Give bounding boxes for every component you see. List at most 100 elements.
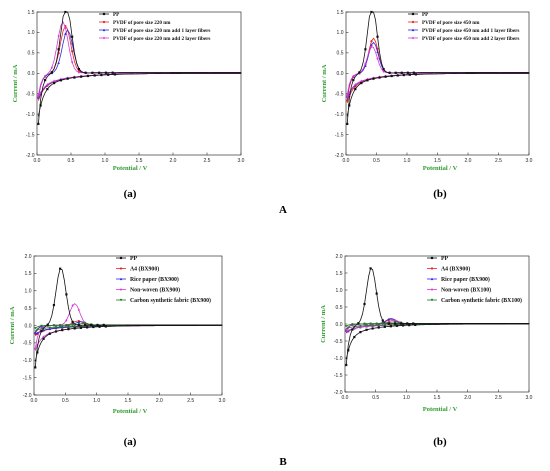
data-point xyxy=(65,293,68,296)
data-point xyxy=(357,322,360,325)
legend-marker xyxy=(411,12,415,16)
data-point xyxy=(65,318,68,322)
panel-label: (a) xyxy=(124,188,137,200)
data-point xyxy=(77,67,80,71)
x-tick-label: 2.0 xyxy=(465,158,472,164)
legend-marker xyxy=(119,256,123,260)
data-point xyxy=(390,74,393,78)
x-axis-title: Potential / V xyxy=(423,406,458,413)
data-point xyxy=(395,324,399,327)
data-point xyxy=(376,50,379,53)
data-point xyxy=(46,323,49,326)
legend-marker xyxy=(411,28,415,32)
data-point xyxy=(364,48,367,51)
x-tick-label: 3.0 xyxy=(526,395,533,401)
x-tick-label: 0.5 xyxy=(62,398,69,404)
chart-panel-2: 0.0 0.5 1.0 1.5 2.0 2.5 3.0 -2.0 -1.5 -1.0 -0.5 0.0… xyxy=(321,10,533,200)
y-tick-label: 0.5 xyxy=(25,306,32,312)
data-point xyxy=(375,292,378,295)
data-point xyxy=(53,81,56,85)
legend-label: PVDF of pore size 220 nm xyxy=(113,20,171,26)
data-point xyxy=(408,73,411,76)
x-tick-label: 3.0 xyxy=(526,158,533,164)
x-axis-title: Potential / V xyxy=(113,165,148,172)
data-point xyxy=(395,323,399,326)
data-point xyxy=(382,69,385,73)
data-point xyxy=(354,87,357,91)
x-tick-label: 1.5 xyxy=(136,158,143,164)
data-point xyxy=(353,335,356,339)
data-point xyxy=(351,328,354,331)
data-point xyxy=(42,335,45,339)
data-point xyxy=(40,324,43,328)
data-point xyxy=(65,324,68,327)
y-tick-label: -2.0 xyxy=(23,393,32,399)
data-point xyxy=(412,71,415,74)
data-point xyxy=(381,319,384,322)
y-tick-label: 0.5 xyxy=(28,51,35,57)
y-tick-label: -2.0 xyxy=(335,153,344,159)
legend-marker xyxy=(119,298,123,302)
data-point xyxy=(347,329,350,332)
data-point xyxy=(378,76,381,79)
data-point xyxy=(408,324,411,327)
chart-panel-4: 0.0 0.5 1.0 1.5 2.0 2.5 3.0 -2.0 -1.5 -1.0 -0.5 0.0… xyxy=(320,254,533,448)
panels: 0.0 0.5 1.0 1.5 2.0 2.5 3.0 -2.0 -1.5 -1.0 -0.5 0.0… xyxy=(9,10,533,448)
data-point xyxy=(98,325,101,328)
y-tick-label: 0.0 xyxy=(337,71,344,77)
legend: PP A4 (BX900) Rice paper (BX900) Non-woven … xyxy=(427,256,522,304)
data-point xyxy=(77,69,80,73)
data-point xyxy=(348,91,351,95)
data-point xyxy=(388,71,391,74)
data-point xyxy=(359,324,362,328)
data-point xyxy=(54,326,58,329)
x-tick-label: 3.0 xyxy=(238,158,245,164)
data-point xyxy=(96,323,99,327)
data-point xyxy=(365,324,368,327)
data-point xyxy=(370,45,373,49)
y-tick-label: -1.5 xyxy=(335,132,344,138)
data-point xyxy=(36,331,39,335)
data-point xyxy=(98,71,101,74)
data-point xyxy=(345,363,348,367)
data-point xyxy=(64,10,67,14)
y-tick-label: -0.5 xyxy=(26,92,35,98)
data-point xyxy=(57,48,60,51)
series-line xyxy=(345,319,530,333)
legend-label: PP xyxy=(422,12,429,18)
data-point xyxy=(348,104,351,107)
data-point xyxy=(61,328,64,332)
y-axis-title: Current / mA xyxy=(320,305,327,343)
data-point xyxy=(34,327,37,330)
y-tick-label: -0.5 xyxy=(23,341,32,347)
y-tick-label: -2.0 xyxy=(26,153,35,159)
data-point xyxy=(67,325,70,328)
data-point xyxy=(71,50,74,53)
data-point xyxy=(402,73,405,77)
x-axis-title: Potential / V xyxy=(113,408,148,415)
data-point xyxy=(80,75,83,78)
x-tick-label: 3.0 xyxy=(219,398,226,404)
y-tick-label: -1.0 xyxy=(334,356,343,362)
data-point xyxy=(57,34,60,38)
data-point xyxy=(42,337,45,340)
legend-label: Carbon synthetic fabric (BX100) xyxy=(441,297,522,304)
data-point xyxy=(93,74,96,77)
data-point xyxy=(57,61,60,65)
data-point xyxy=(383,325,386,328)
y-tick-label: 0.0 xyxy=(336,322,343,328)
legend-label: A4 (BX900) xyxy=(441,265,470,272)
data-point xyxy=(37,93,40,97)
x-tick-label: 1.0 xyxy=(403,395,410,401)
data-point xyxy=(90,323,93,327)
group-label-a: A xyxy=(279,204,287,216)
y-tick-label: -1.0 xyxy=(23,358,32,364)
data-point xyxy=(67,328,70,331)
data-point xyxy=(414,323,417,327)
data-point xyxy=(61,325,64,329)
legend-marker xyxy=(102,12,106,16)
x-tick-label: 2.0 xyxy=(170,158,177,164)
data-point xyxy=(360,81,363,85)
legend-label: PVDF of pore size 220 nm add 2 layer fib… xyxy=(113,36,210,42)
series-line xyxy=(345,267,530,366)
